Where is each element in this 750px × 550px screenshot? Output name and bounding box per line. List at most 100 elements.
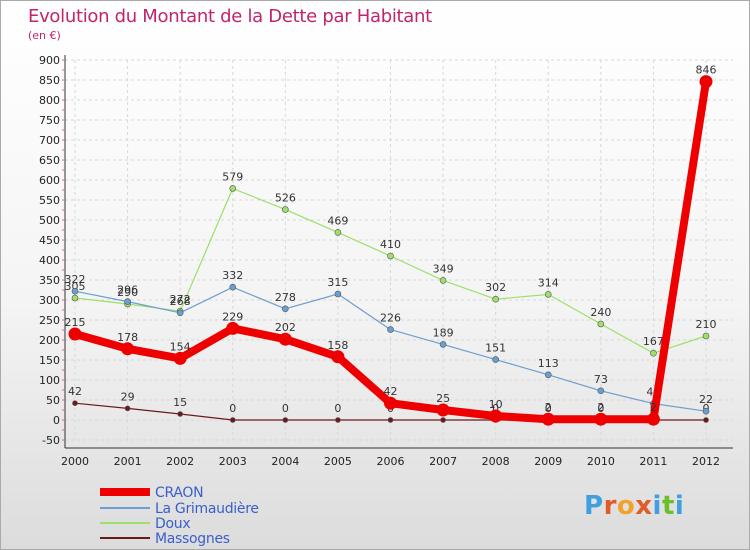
data-label-craon: 229 [222, 310, 243, 323]
data-point-craon [436, 403, 450, 417]
y-tick-label: -50 [42, 434, 60, 447]
y-tick-label: 0 [53, 414, 60, 427]
y-tick-label: 350 [39, 274, 60, 287]
data-point-doux [387, 252, 394, 260]
y-tick-label: 450 [39, 234, 60, 247]
chart-subtitle: (en €) [28, 29, 61, 42]
data-point-craon [594, 412, 608, 426]
legend-item-massognes: Massognes [100, 531, 360, 547]
data-point-doux [650, 349, 657, 357]
legend-swatch-massognes [100, 537, 150, 539]
data-point-la-grimaudi-re [176, 309, 184, 317]
y-tick-label: 500 [39, 214, 60, 227]
data-label-la-grimaudi-re: 151 [485, 342, 506, 355]
data-point-craon [331, 350, 345, 364]
legend-item-la-grimaudiere: La Grimaudière [100, 501, 360, 517]
data-label-doux: 272 [170, 293, 191, 306]
data-point-doux [439, 277, 447, 284]
y-tick-label: 850 [39, 74, 60, 87]
y-tick-label: 100 [39, 374, 60, 387]
data-point-la-grimaudi-re [439, 341, 447, 348]
data-point-massognes [282, 417, 289, 423]
data-label-craon: 2 [597, 401, 604, 414]
data-point-la-grimaudi-re [702, 407, 710, 415]
logo-letter: P [584, 491, 604, 521]
data-point-doux [702, 332, 710, 340]
x-tick-label: 2004 [271, 455, 299, 468]
logo-letter: r [603, 491, 617, 521]
data-point-massognes [703, 417, 709, 423]
y-tick-label: 300 [39, 294, 60, 307]
data-point-la-grimaudi-re [544, 371, 552, 379]
data-point-doux [334, 229, 342, 236]
data-point-craon [541, 412, 555, 426]
data-label-la-grimaudi-re: 268 [170, 295, 191, 308]
data-label-massognes: 0 [282, 402, 289, 415]
x-tick-label: 2000 [61, 455, 89, 468]
data-label-doux: 579 [222, 170, 243, 183]
y-tick-label: 800 [39, 94, 60, 107]
data-label-massognes: 0 [492, 402, 499, 415]
legend-label-doux: Doux [155, 516, 191, 532]
legend-label-la-grimaudiere: La Grimaudière [155, 501, 259, 517]
data-label-la-grimaudi-re: 332 [222, 269, 243, 282]
data-label-la-grimaudi-re: 226 [380, 312, 401, 325]
data-label-craon: 215 [65, 316, 86, 329]
data-label-doux: 469 [327, 214, 348, 227]
data-point-doux [597, 320, 605, 328]
y-tick-label: 200 [39, 334, 60, 347]
x-tick-label: 2001 [114, 455, 142, 468]
data-label-craon: 154 [170, 340, 191, 353]
data-point-la-grimaudi-re [124, 298, 131, 305]
logo-letter: i [674, 491, 685, 521]
data-point-massognes [177, 411, 183, 417]
data-label-massognes: 0 [229, 402, 236, 415]
y-tick-label: 50 [46, 394, 60, 407]
data-point-doux [282, 206, 289, 213]
data-point-craon [121, 342, 135, 356]
x-tick-label: 2002 [166, 455, 194, 468]
data-point-craon [68, 327, 82, 341]
x-tick-label: 2012 [692, 455, 720, 468]
data-label-la-grimaudi-re: 315 [327, 276, 348, 289]
data-point-doux [229, 185, 237, 192]
data-point-craon [278, 332, 292, 346]
y-tick-label: 250 [39, 314, 60, 327]
data-label-massognes: 0 [334, 402, 341, 415]
data-label-doux: 526 [275, 192, 296, 205]
data-label-doux: 290 [117, 286, 138, 299]
legend-swatch-craon [100, 488, 150, 496]
proxiti-logo: Proxiti [584, 491, 684, 521]
data-label-massognes: 15 [173, 396, 187, 409]
x-tick-label: 2009 [534, 455, 562, 468]
data-label-doux: 240 [590, 306, 611, 319]
y-tick-label: 600 [39, 174, 60, 187]
data-label-la-grimaudi-re: 278 [275, 291, 296, 304]
data-label-doux: 305 [65, 280, 86, 293]
data-label-craon: 158 [327, 339, 348, 352]
data-label-massognes: 0 [597, 402, 604, 415]
data-point-la-grimaudi-re [334, 290, 342, 298]
logo-letter: o [616, 491, 636, 521]
chart-title: Evolution du Montant de la Dette par Hab… [28, 6, 432, 27]
data-label-craon: 178 [117, 331, 138, 344]
x-tick-label: 2008 [482, 455, 510, 468]
data-point-massognes [229, 417, 236, 423]
legend-swatch-doux [100, 522, 150, 524]
data-point-craon [699, 75, 713, 89]
data-point-massognes [387, 417, 394, 423]
data-label-doux: 314 [538, 276, 559, 289]
data-label-la-grimaudi-re: 189 [433, 326, 454, 339]
data-label-doux: 349 [433, 262, 454, 275]
x-tick-label: 2011 [639, 455, 667, 468]
data-point-la-grimaudi-re [492, 356, 499, 363]
legend-item-doux: Doux [100, 516, 360, 532]
data-label-la-grimaudi-re: 113 [538, 357, 559, 370]
data-label-craon: 42 [384, 385, 398, 398]
data-label-massognes: 42 [68, 385, 82, 398]
legend-item-craon: CRAON [100, 485, 360, 501]
y-tick-label: 750 [39, 114, 60, 127]
data-label-craon: 846 [696, 64, 717, 77]
